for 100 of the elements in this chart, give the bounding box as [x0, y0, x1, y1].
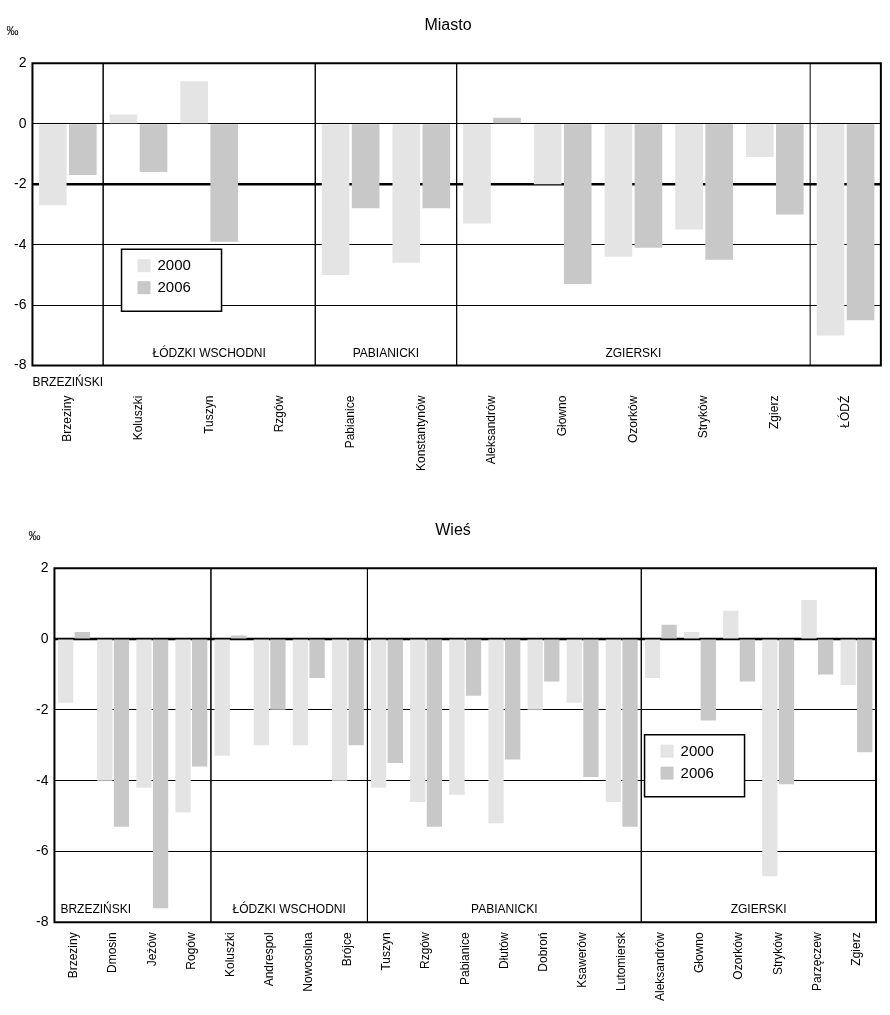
y-tick-label: 0	[40, 629, 49, 646]
legend-label: 2000	[680, 741, 714, 759]
x-tick-label: Koluszki	[130, 395, 145, 441]
x-tick-label: Dobroń	[535, 932, 550, 972]
y-tick-label: -6	[14, 295, 27, 312]
bar	[840, 639, 856, 686]
bar	[527, 639, 543, 710]
x-tick-label: Tuszyn	[379, 932, 394, 971]
y-tick-label: 2	[40, 559, 49, 576]
bar	[604, 124, 633, 257]
bar	[846, 124, 875, 321]
bar	[38, 124, 67, 206]
x-tick-label: Rzgów	[272, 395, 287, 433]
bar	[214, 639, 230, 756]
annotation: ŁÓDZKI WSCHODNI	[232, 901, 346, 917]
bar	[309, 639, 325, 678]
bar	[857, 639, 873, 753]
bar	[801, 600, 817, 639]
x-tick-label: Pabianice	[457, 931, 472, 986]
bar	[74, 631, 90, 639]
bar	[136, 639, 152, 788]
bar	[392, 124, 421, 263]
x-tick-label: Brzeziny	[60, 395, 75, 442]
bar	[292, 639, 309, 746]
y-tick-label: 2	[18, 54, 27, 71]
bar	[605, 639, 622, 802]
bar	[371, 639, 387, 788]
bar	[700, 639, 716, 721]
bar	[410, 639, 426, 802]
bar	[776, 124, 804, 215]
bar	[109, 114, 138, 124]
x-tick-label: Brójce	[340, 931, 355, 967]
bar	[493, 117, 521, 124]
x-tick-label: Jeżów	[144, 931, 159, 967]
bar	[817, 639, 834, 675]
bar	[426, 639, 443, 827]
bar	[175, 639, 191, 813]
bar	[180, 81, 208, 124]
annotation: ŁÓDZKI WSCHODNI	[152, 344, 266, 360]
bar	[351, 124, 380, 209]
bar	[465, 639, 482, 696]
y-tick-label: -8	[14, 356, 27, 373]
x-tick-label: Dłutów	[496, 931, 511, 969]
annotation: ZGIERSKI	[730, 902, 787, 917]
x-tick-label: Lutomiersk	[614, 931, 629, 991]
x-tick-label: Rogów	[183, 931, 198, 970]
bar	[69, 124, 97, 176]
bar	[683, 631, 700, 639]
bar	[321, 124, 350, 275]
x-tick-label: Parzęczew	[809, 931, 824, 991]
chart-title: Wieś	[435, 521, 471, 539]
y-tick-label: -6	[36, 842, 49, 859]
bar	[231, 635, 247, 639]
bar	[634, 124, 663, 248]
annotation: PABIANICKI	[471, 902, 538, 917]
bar	[739, 639, 756, 682]
x-tick-label: Tuszyn	[201, 395, 216, 434]
annotation: ZGIERSKI	[605, 345, 662, 360]
bar	[449, 639, 465, 795]
x-tick-label: Aleksandrów	[653, 931, 668, 1001]
bar	[210, 124, 239, 242]
legend-label: 2006	[680, 763, 714, 781]
bar	[533, 124, 562, 185]
bar	[97, 639, 113, 781]
bar	[253, 639, 269, 746]
x-tick-label: Andrespol	[261, 932, 276, 987]
text: BRZEZIŃSKI	[32, 373, 104, 389]
bar	[723, 610, 739, 639]
bar	[644, 639, 661, 678]
x-tick-label: Ksawerów	[574, 931, 589, 988]
y-tick-label: -8	[36, 913, 49, 930]
bar	[58, 639, 74, 703]
bar	[387, 639, 403, 763]
x-tick-label: Ozorków	[731, 931, 746, 980]
x-tick-label: Zgierz	[848, 932, 863, 966]
bar	[544, 639, 560, 682]
bar	[270, 639, 286, 710]
annotation: PABIANICKI	[352, 345, 420, 360]
y-tick-label: -4	[14, 235, 27, 252]
x-tick-label: Koluszki	[222, 932, 237, 977]
x-tick-label: Głowno	[692, 931, 707, 973]
x-tick-label: Rzgów	[418, 931, 433, 969]
bar	[661, 624, 677, 639]
x-tick-label: Brzeziny	[66, 932, 81, 979]
bar	[505, 639, 521, 760]
x-tick-label: Konstantynów	[413, 395, 428, 472]
bar	[331, 639, 348, 781]
bar	[583, 639, 599, 778]
x-tick-label: Głowno	[555, 395, 570, 437]
y-axis-title: ‰	[28, 529, 41, 544]
x-tick-label: Aleksandrów	[484, 395, 499, 465]
bar	[488, 639, 504, 824]
bar	[152, 639, 169, 909]
y-tick-label: -4	[36, 771, 49, 788]
bar	[192, 639, 208, 767]
bar	[675, 124, 703, 230]
bar	[566, 639, 582, 703]
bar	[816, 124, 845, 336]
x-tick-label: Stryków	[770, 931, 785, 975]
bar	[563, 124, 592, 284]
